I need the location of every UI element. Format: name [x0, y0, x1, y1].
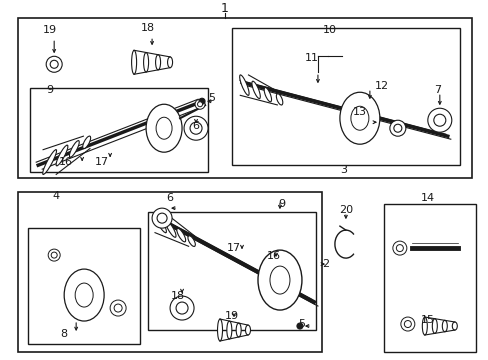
Ellipse shape [187, 236, 195, 247]
Ellipse shape [350, 106, 368, 130]
Circle shape [400, 317, 414, 331]
Circle shape [199, 98, 204, 104]
Ellipse shape [264, 87, 271, 102]
Ellipse shape [155, 55, 160, 70]
Text: 13: 13 [352, 107, 366, 117]
Bar [28, 228, 140, 344]
Text: 18: 18 [171, 291, 185, 301]
Bar [383, 204, 475, 352]
Text: 16: 16 [59, 157, 73, 167]
Bar [30, 88, 207, 172]
Text: 15: 15 [420, 315, 434, 325]
Circle shape [157, 213, 167, 223]
Ellipse shape [177, 228, 185, 242]
Ellipse shape [431, 319, 436, 333]
Text: 7: 7 [433, 85, 441, 95]
Text: 20: 20 [338, 205, 352, 215]
Text: 11: 11 [305, 53, 318, 63]
Circle shape [427, 108, 451, 132]
Ellipse shape [442, 320, 447, 332]
Text: 9: 9 [46, 85, 54, 95]
Ellipse shape [339, 92, 379, 144]
Ellipse shape [131, 50, 136, 74]
Circle shape [46, 56, 62, 72]
Circle shape [176, 302, 188, 314]
Bar [18, 18, 471, 178]
Circle shape [404, 320, 410, 328]
Text: 1: 1 [221, 2, 228, 15]
Ellipse shape [75, 283, 93, 307]
Ellipse shape [154, 213, 166, 233]
Circle shape [393, 124, 401, 132]
Ellipse shape [251, 81, 260, 99]
Circle shape [389, 120, 405, 136]
Text: 4: 4 [53, 191, 60, 201]
Circle shape [433, 114, 445, 126]
Ellipse shape [42, 150, 57, 175]
Text: 19: 19 [43, 25, 57, 35]
Circle shape [392, 241, 406, 255]
Text: 12: 12 [374, 81, 388, 91]
Ellipse shape [226, 321, 231, 339]
Ellipse shape [422, 317, 427, 335]
Ellipse shape [239, 75, 248, 95]
Ellipse shape [269, 266, 289, 294]
Circle shape [396, 244, 403, 252]
Ellipse shape [64, 269, 104, 321]
Text: 8: 8 [61, 329, 68, 339]
Text: 19: 19 [224, 311, 239, 321]
Circle shape [51, 252, 57, 258]
Ellipse shape [143, 53, 148, 72]
Ellipse shape [69, 141, 79, 157]
Ellipse shape [56, 145, 68, 166]
Circle shape [197, 102, 202, 107]
Ellipse shape [146, 104, 182, 152]
Text: 18: 18 [141, 23, 155, 33]
Circle shape [50, 60, 58, 68]
Ellipse shape [236, 323, 241, 337]
Circle shape [170, 296, 194, 320]
Ellipse shape [167, 57, 172, 68]
Text: 5: 5 [208, 93, 215, 103]
Ellipse shape [217, 319, 222, 341]
Bar [231, 28, 459, 165]
Circle shape [48, 249, 60, 261]
Text: 17: 17 [226, 243, 241, 253]
Text: 16: 16 [266, 251, 281, 261]
Text: 10: 10 [322, 25, 336, 35]
Ellipse shape [276, 94, 282, 105]
Ellipse shape [245, 325, 250, 335]
Ellipse shape [156, 117, 172, 139]
Text: 2: 2 [322, 259, 329, 269]
Ellipse shape [82, 136, 90, 149]
Ellipse shape [258, 250, 301, 310]
Circle shape [183, 116, 207, 140]
Circle shape [296, 323, 303, 329]
Circle shape [110, 300, 126, 316]
Bar [148, 212, 315, 330]
Text: 6: 6 [192, 121, 199, 131]
Circle shape [114, 304, 122, 312]
Text: 17: 17 [95, 157, 109, 167]
Text: 6: 6 [166, 193, 173, 203]
Text: 3: 3 [340, 165, 346, 175]
Text: 9: 9 [278, 199, 285, 209]
Ellipse shape [165, 221, 176, 237]
Circle shape [152, 208, 172, 228]
Circle shape [190, 122, 202, 134]
Circle shape [195, 99, 204, 109]
Text: 5: 5 [298, 319, 305, 329]
Text: 14: 14 [420, 193, 434, 203]
Ellipse shape [451, 322, 456, 330]
Bar [18, 192, 321, 352]
